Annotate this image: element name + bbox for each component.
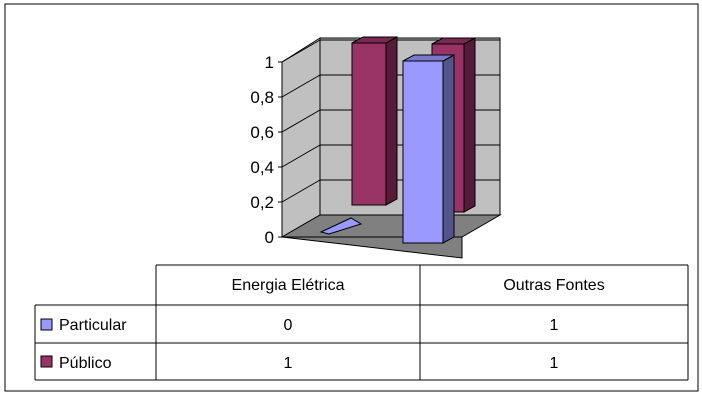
table-cell-publico-1: 1 bbox=[284, 355, 293, 372]
y-tick-label: 0,8 bbox=[250, 88, 274, 107]
y-axis: 0 0,2 0,4 0,6 0,8 1 bbox=[250, 53, 283, 247]
table-cell-publico-2: 1 bbox=[550, 355, 559, 372]
bars bbox=[319, 36, 476, 244]
legend-label-particular: Particular bbox=[59, 317, 127, 334]
y-tick-label: 0,2 bbox=[250, 193, 274, 212]
y-tick-label: 0,6 bbox=[250, 123, 274, 142]
bar-publico-energia-eletrica bbox=[351, 36, 398, 206]
legend-key-particular bbox=[40, 318, 53, 331]
table-header-category-2: Outras Fontes bbox=[503, 277, 604, 294]
bar-particular-energia-eletrica bbox=[319, 217, 363, 235]
data-table: Energia Elétrica Outras Fontes Particula… bbox=[34, 264, 689, 381]
y-tick-label: 0,4 bbox=[250, 158, 274, 177]
legend-key-publico bbox=[40, 355, 53, 368]
bar-particular-outras-fontes bbox=[402, 54, 455, 244]
table-cell-particular-1: 0 bbox=[284, 317, 293, 334]
y-tick-label: 1 bbox=[265, 53, 274, 72]
table-header-category-1: Energia Elétrica bbox=[232, 277, 345, 294]
legend-label-publico: Público bbox=[59, 355, 112, 372]
side-wall bbox=[281, 37, 321, 238]
floor bbox=[280, 214, 502, 238]
table-cell-particular-2: 1 bbox=[550, 317, 559, 334]
y-tick-label: 0 bbox=[265, 228, 274, 247]
